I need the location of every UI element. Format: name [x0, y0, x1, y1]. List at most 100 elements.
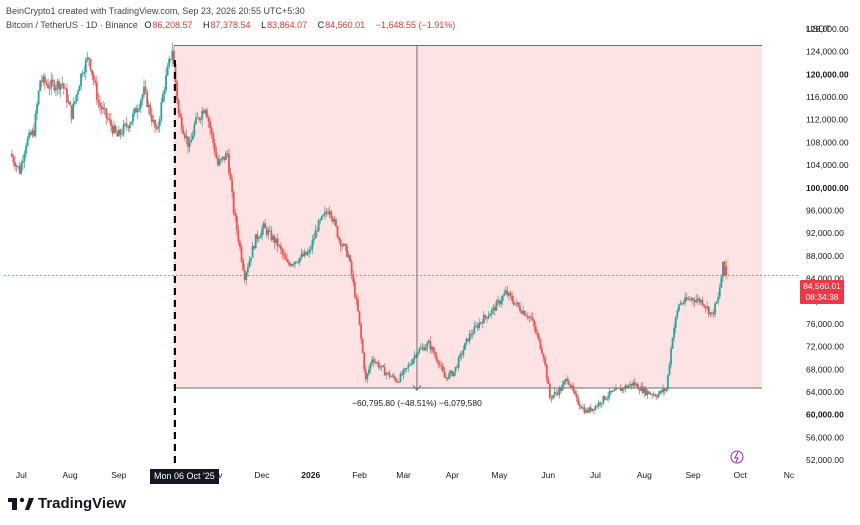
candle-body [339, 239, 342, 247]
candle-body [61, 83, 64, 85]
candle-body [77, 91, 79, 95]
candle-body [486, 317, 488, 319]
candle-body [670, 348, 672, 365]
candle-body [604, 396, 606, 400]
candle-body [586, 410, 589, 413]
candle-body [434, 352, 436, 356]
candle-body [641, 386, 644, 393]
candle-body [15, 166, 18, 167]
x-tick-label: Jul [590, 470, 601, 480]
lightning-icon[interactable] [730, 450, 744, 464]
candle-body [303, 251, 306, 257]
crosshair-date-badge: Mon 06 Oct '25 [150, 469, 219, 484]
candle-body [130, 121, 133, 125]
candle-body [210, 128, 213, 134]
measure-arrow-head [412, 384, 422, 392]
candle-body [336, 225, 339, 238]
candle-body [699, 299, 702, 303]
candle-body [295, 261, 298, 263]
candle-body [62, 83, 65, 89]
candle-body [273, 236, 276, 244]
candle-body [643, 388, 646, 393]
candle-body [498, 300, 501, 305]
candle-body [215, 152, 218, 159]
candle-body [287, 261, 290, 264]
ohlc-high: H87,378.54 [203, 20, 251, 30]
candle-body [534, 326, 537, 333]
candle-body [363, 352, 366, 370]
candle-body [128, 124, 131, 129]
created-line: BeinCrypto1 created with TradingView.com… [6, 6, 305, 16]
last-price-value: 84,560.01 [803, 281, 841, 291]
candle-body [122, 124, 125, 135]
candle-body [360, 324, 362, 340]
candle-body [92, 74, 95, 81]
candle-body [662, 388, 665, 393]
x-tick-label: Jun [541, 470, 555, 480]
candle-body [640, 386, 643, 391]
tradingview-logo[interactable]: TradingView [8, 495, 126, 512]
candle-body [111, 126, 114, 134]
candle-body [349, 255, 351, 262]
candle-body [21, 161, 24, 164]
candle-body [523, 310, 526, 316]
candle-body [591, 408, 594, 412]
candle-body [659, 390, 661, 394]
candle-body [369, 363, 372, 370]
candle-body [32, 130, 35, 136]
candle-body [578, 404, 581, 407]
x-tick-label: 2026 [301, 470, 320, 480]
candle-body [84, 60, 87, 72]
candle-body [50, 79, 53, 89]
x-axis-labels: JulAugSepNovDec2026FebMarAprMayJunJulAug… [16, 470, 795, 480]
candle-body [165, 75, 167, 91]
candle-body [566, 378, 569, 382]
candle-body [548, 384, 551, 398]
candle-body [193, 123, 196, 136]
candle-body [91, 70, 93, 75]
x-tick-label: Oct [734, 470, 748, 480]
candle-body [221, 156, 224, 159]
candle-body [556, 392, 559, 395]
candle-body [157, 126, 160, 129]
candle-body [254, 234, 257, 249]
candle-body [185, 136, 188, 139]
candle-body [597, 402, 600, 407]
x-tick-label: Nc [784, 470, 795, 480]
candle-body [473, 326, 476, 334]
candle-body [331, 217, 334, 222]
candle-body [692, 298, 694, 301]
x-tick-label: Dec [254, 470, 270, 480]
candle-body [688, 298, 691, 300]
candle-body [309, 249, 312, 251]
candle-body [305, 251, 307, 255]
candle-body [482, 315, 485, 324]
candle-body [279, 245, 282, 250]
candle-body [585, 410, 587, 413]
x-tick-label: May [492, 470, 509, 480]
candle-body [493, 307, 496, 311]
candle-body [533, 320, 536, 327]
x-tick-label: Aug [63, 470, 78, 480]
candle-body [163, 90, 166, 95]
candle-body [685, 297, 688, 300]
candle-body [99, 102, 101, 107]
candle-body [18, 166, 21, 174]
symbol-name[interactable]: Bitcoin / TetherUS · 1D · Binance [6, 20, 138, 30]
y-tick-label: 120,000.00 [806, 69, 849, 79]
candle-body [141, 95, 144, 101]
candle-body [484, 315, 487, 318]
candle-body [179, 113, 182, 118]
candle-body [679, 303, 682, 305]
candle-body [235, 215, 238, 230]
x-tick-label: Sep [111, 470, 126, 480]
candle-body [424, 347, 427, 351]
candle-body [707, 306, 710, 315]
candle-body [314, 230, 317, 239]
candle-body [196, 117, 199, 119]
candle-body [146, 91, 149, 107]
candle-body [237, 229, 240, 242]
candle-body [195, 117, 197, 124]
y-tick-label: 92,000.00 [806, 228, 844, 238]
